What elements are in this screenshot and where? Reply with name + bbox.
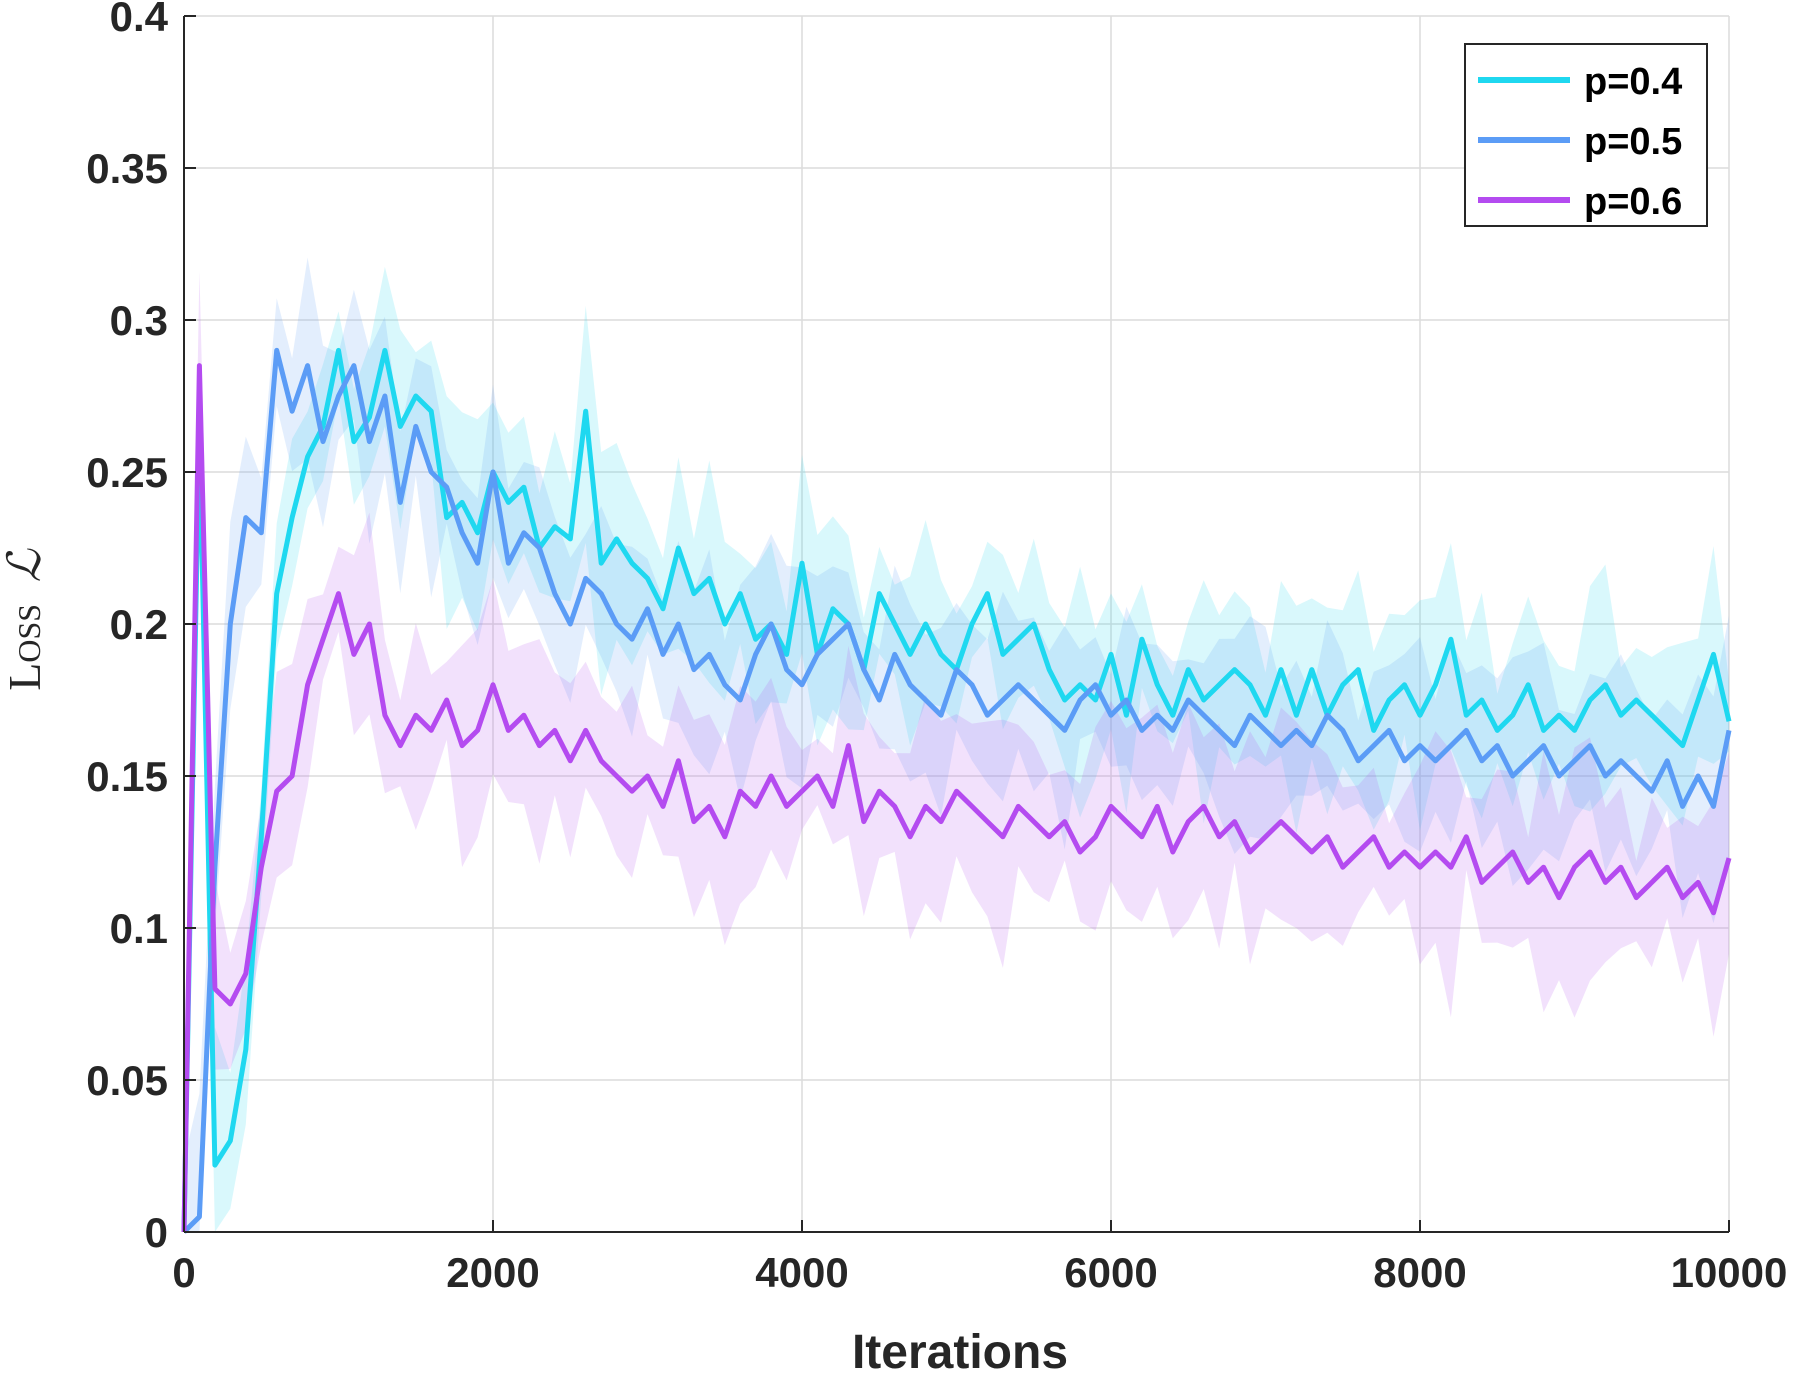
x-tick-label: 6000 [1064,1249,1157,1296]
y-axis-label-group: Loss ℒ [0,548,50,690]
axes [183,15,1730,1233]
x-tick-label: 10000 [1671,1249,1788,1296]
y-tick-label: 0.4 [110,0,169,40]
y-tick-label: 0.2 [110,601,168,648]
y-tick-label: 0.35 [86,145,168,192]
legend-label: p=0.5 [1584,121,1682,163]
legend-box [1464,43,1708,227]
x-axis-label: Iterations [852,1326,1068,1378]
series-line-p=0.6 [181,363,1732,1233]
legend-label: p=0.4 [1584,61,1682,103]
x-tick-label: 8000 [1373,1249,1466,1296]
y-tick-label: 0.25 [86,449,168,496]
legend-label: p=0.6 [1584,181,1682,223]
x-tick-label: 2000 [446,1249,539,1296]
y-axis-label: Loss [0,604,50,691]
series-lines [181,347,1732,1234]
band-p=0.4 [184,266,1729,1232]
band-p=0.6 [184,271,1729,1232]
y-tick-label: 0.15 [86,753,168,800]
x-tick-label: 4000 [755,1249,848,1296]
y-tick-label: 0.3 [110,297,168,344]
y-tick-label: 0 [145,1209,168,1256]
legend: p=0.4 p=0.5 p=0.6 [1464,43,1708,227]
y-tick-label: 0.05 [86,1057,168,1104]
y-axis-symbol: ℒ [0,548,50,582]
x-tick-label: 0 [172,1249,195,1296]
tick-labels: 0 2000 4000 6000 8000 10000 0 0.05 0.1 0.15 0.2 0.2… [86,0,1787,1296]
series-line-p=0.5 [182,347,1732,1234]
y-tick-label: 0.1 [110,905,168,952]
